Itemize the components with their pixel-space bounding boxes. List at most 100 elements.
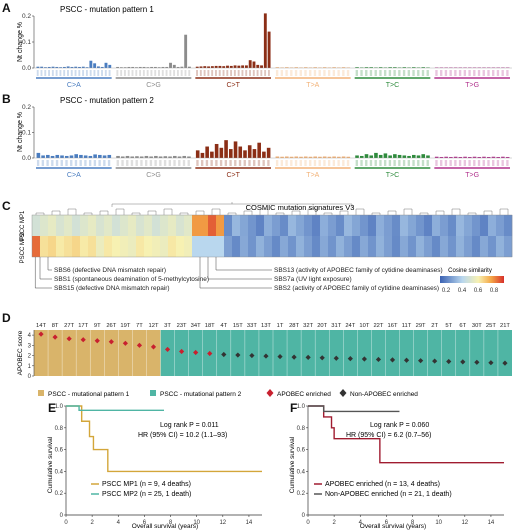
spectrum-bar	[374, 152, 378, 158]
context-label-mark	[444, 70, 448, 76]
context-label-mark	[127, 70, 130, 76]
panel-e: E Cumulative survival Overall survival (…	[47, 401, 262, 530]
context-label-mark	[417, 70, 420, 76]
context-label-mark	[144, 160, 148, 166]
spectrum-bar	[444, 156, 448, 158]
heatmap-cell	[264, 215, 273, 236]
context-label-mark	[369, 70, 373, 76]
context-label-mark	[243, 160, 246, 166]
context-label-mark	[323, 160, 326, 166]
x-tick-label: 8	[411, 520, 415, 526]
cosine-legend-tick: 0.8	[490, 288, 499, 294]
spectrum-bar	[79, 154, 83, 158]
context-label-mark	[365, 160, 368, 166]
legend-swatch-pattern1	[38, 390, 44, 396]
context-label-mark	[173, 70, 176, 76]
sample-label: 13T	[261, 323, 271, 329]
sample-label: 17T	[78, 323, 88, 329]
heatmap-cell	[240, 236, 249, 257]
context-label-mark	[379, 160, 382, 166]
context-label-mark	[201, 160, 204, 166]
spectrum-bar	[364, 154, 369, 158]
legend-label-pattern1: PSCC - mutational pattern 1	[48, 391, 130, 398]
context-label-mark	[374, 70, 377, 76]
apobec-score-point	[52, 334, 58, 340]
context-label-mark	[327, 70, 331, 76]
context-label-mark	[393, 70, 396, 76]
panel-b-letter: B	[2, 92, 11, 106]
heatmap-cell	[168, 215, 177, 236]
spectrum-bar	[168, 156, 172, 158]
context-label-mark	[454, 160, 457, 166]
heatmap-cell	[496, 236, 505, 257]
spectrum-bar	[252, 61, 256, 68]
heatmap-cell	[424, 236, 433, 257]
context-label-mark	[230, 70, 233, 76]
heatmap-cell	[304, 215, 313, 236]
context-label-mark	[130, 160, 134, 166]
y-tick-label: 0.4	[55, 469, 64, 475]
context-label-mark	[165, 70, 168, 76]
context-label-mark	[256, 70, 259, 76]
spectrum-bar	[383, 67, 388, 68]
spectrum-bar	[241, 65, 245, 68]
y-tick-label: 0.8	[297, 426, 306, 432]
heatmap-cell	[224, 236, 233, 257]
panel-e-letter: E	[48, 401, 56, 415]
heatmap-cell	[144, 236, 153, 257]
spectrum-bar	[93, 154, 97, 158]
apobec-score-point	[403, 357, 410, 363]
spectrum-bar	[266, 147, 271, 158]
heatmap-cell	[328, 215, 337, 236]
y-tick-label: 1	[28, 364, 32, 370]
context-label-mark	[168, 160, 171, 166]
spectrum-bar	[383, 153, 388, 158]
heatmap-cell	[64, 236, 73, 257]
context-label-mark	[101, 70, 103, 76]
heatmap-cell	[360, 215, 369, 236]
spectrum-bar	[364, 67, 369, 68]
annotation-label-right: SBS13 (activity of APOBEC family of cyti…	[274, 267, 443, 274]
context-label-mark	[120, 70, 123, 76]
spectrum-bar	[108, 64, 112, 68]
context-label-mark	[309, 160, 312, 166]
spectrum-bar	[237, 65, 241, 68]
context-label-mark	[285, 70, 288, 76]
survival-plot-f: 0 0.2 0.4 0.6 0.8 1.0 0 2 4 6 8 10 12 14	[297, 404, 504, 526]
sample-label: 31T	[331, 323, 341, 329]
context-label-mark	[492, 160, 495, 166]
heatmap-cell	[472, 215, 481, 236]
spectrum-bar	[74, 154, 78, 158]
heatmap-cell	[392, 215, 401, 236]
heatmap-cell	[112, 215, 121, 236]
context-label-mark	[140, 160, 143, 166]
spectrum-bar	[482, 156, 486, 158]
panel-f-hr: HR (95% CI) = 6.2 (0.7–56)	[346, 432, 431, 439]
heatmap-cell	[376, 236, 385, 257]
spectrum-bar	[294, 156, 299, 158]
sample-label: 30T	[472, 323, 482, 329]
context-label-mark	[188, 70, 191, 76]
legend-label-nonapobec: Non-APOBEC enriched	[350, 391, 418, 398]
legend-label-f-apobec: APOBEC enriched (n = 13, 4 deaths)	[325, 481, 440, 488]
context-label-mark	[44, 70, 47, 76]
heatmap-cell	[272, 236, 281, 257]
context-label-mark	[487, 70, 490, 76]
spectrum-bar	[486, 156, 491, 158]
heatmap-cell	[248, 236, 257, 257]
context-label-mark	[412, 70, 415, 76]
heatmap-cell	[360, 236, 369, 257]
spectrum-bar	[421, 154, 426, 158]
context-label-mark	[55, 160, 59, 166]
context-label-mark	[458, 160, 462, 166]
x-tick-label: 10	[435, 520, 442, 526]
context-label-mark	[142, 70, 145, 76]
heatmap-cell	[504, 236, 513, 257]
context-label-mark	[496, 160, 500, 166]
spectrum-bar	[256, 64, 260, 68]
spectrum-bar	[172, 64, 176, 68]
heatmap-cell	[80, 215, 89, 236]
spectrum-bar	[44, 67, 47, 68]
sample-label: 14T	[36, 323, 46, 329]
context-label-mark	[150, 70, 153, 76]
